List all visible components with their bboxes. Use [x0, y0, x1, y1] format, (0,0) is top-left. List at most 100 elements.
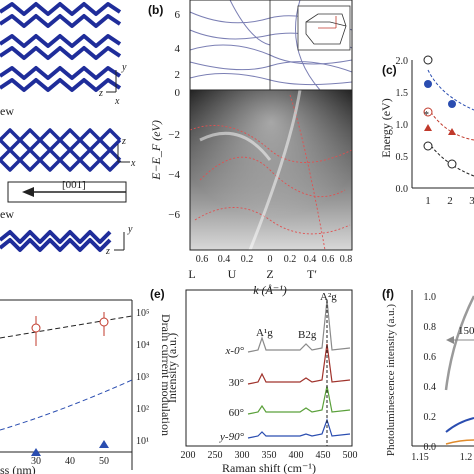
svg-text:2: 2 [175, 69, 181, 81]
svg-text:6: 6 [175, 9, 181, 21]
svg-text:0.6: 0.6 [322, 254, 335, 265]
svg-text:*: * [424, 110, 429, 121]
pl-mid [445, 417, 474, 433]
svg-text:10⁵: 10⁵ [136, 308, 150, 319]
direction-arrow [7, 181, 127, 203]
svg-text:0.8: 0.8 [340, 254, 353, 265]
panel-d-markers [31, 312, 109, 456]
svg-text:1.0: 1.0 [424, 292, 437, 303]
svg-text:300: 300 [235, 450, 250, 461]
panel-d-right-ticks: 10⁵ 10⁴ 10³ 10² 10¹ [136, 308, 150, 447]
svg-text:10²: 10² [136, 404, 149, 415]
axis-triad-1 [106, 70, 117, 93]
svg-text:200: 200 [181, 450, 196, 461]
svg-text:3: 3 [469, 195, 474, 207]
svg-text:0.0: 0.0 [424, 442, 437, 453]
svg-text:2.0: 2.0 [396, 56, 409, 67]
panel-f-xticks: 1.15 1.2 [411, 452, 472, 463]
panel-e-label: (e) [150, 287, 165, 301]
arpes-bright-bands [199, 89, 302, 251]
svg-text:1.5: 1.5 [396, 88, 409, 99]
svg-text:1.2: 1.2 [460, 452, 473, 463]
panel-d-right-ylabel: Drain current modulation [159, 314, 173, 436]
svg-text:4: 4 [175, 43, 181, 55]
spectrum-60 [247, 385, 351, 415]
peak-b2g: B2g [298, 329, 317, 341]
panel-f-yticks: 1.0 0.8 0.6 0.4 0.2 0.0 [424, 292, 437, 453]
svg-text:0: 0 [268, 254, 273, 265]
svg-text:1: 1 [425, 195, 431, 207]
svg-text:0.2: 0.2 [241, 254, 254, 265]
panel-f: (f) Photoluminescence intensity (a.u.) 1… [382, 287, 474, 463]
raman-spectra [247, 299, 351, 439]
brillouin-zone-inset [297, 5, 351, 51]
mobility-fit [0, 379, 133, 431]
spectrum-0 [247, 299, 351, 353]
svg-text:1.15: 1.15 [411, 452, 429, 463]
pl-thick [444, 295, 474, 391]
direction-label: [001] [62, 179, 86, 191]
panel-c-markers: * [423, 55, 457, 169]
svg-text:0.8: 0.8 [424, 322, 437, 333]
svg-text:60°: 60° [229, 407, 244, 419]
panel-e-ylabel: Intensity (a.u.) [165, 333, 179, 403]
svg-text:450: 450 [316, 450, 331, 461]
svg-text:10⁴: 10⁴ [136, 340, 150, 351]
panel-c-xticks: 1 2 3 [425, 195, 474, 207]
svg-text:30°: 30° [229, 377, 244, 389]
panel-e: (e) Intensity (a.u.) 200 250 300 350 400… [150, 287, 358, 474]
axis-y-label-3: y [127, 224, 133, 235]
svg-text:350: 350 [262, 450, 277, 461]
panel-f-ylabel: Photoluminescence intensity (a.u.) [385, 304, 397, 456]
svg-text:−4: −4 [168, 169, 180, 181]
panel-c-yticks: 2.0 1.5 1.0 0.5 0.0 [396, 56, 409, 195]
panel-b: (b) [148, 0, 353, 297]
svg-text:1.0: 1.0 [396, 120, 409, 131]
panel-b-yticks: 6 4 2 0 −2 −4 −6 [168, 9, 180, 221]
svg-text:10³: 10³ [136, 372, 149, 383]
panel-e-frame [185, 289, 353, 447]
peak-a2g: A²g [320, 291, 337, 303]
panel-f-label: (f) [382, 287, 394, 301]
axis-z-label: z [98, 88, 103, 99]
panel-d-xlabel: ss (nm) [0, 463, 36, 474]
spectrum-90 [247, 418, 351, 439]
view-label-top: ew [0, 104, 14, 118]
panel-e-xticks: 200 250 300 350 400 450 500 [181, 450, 358, 461]
panel-b-ylabel: E−E_F (eV) [149, 120, 163, 181]
svg-text:10¹: 10¹ [136, 436, 149, 447]
axis-x-label-2: x [130, 158, 136, 169]
svg-text:x-0°: x-0° [225, 345, 245, 357]
panel-b-label: (b) [148, 3, 163, 17]
svg-text:y-90°: y-90° [219, 431, 245, 443]
svg-text:50: 50 [99, 456, 109, 467]
svg-text:40: 40 [65, 456, 75, 467]
crystal-top-view [0, 128, 122, 172]
svg-text:0.6: 0.6 [196, 254, 209, 265]
svg-text:400: 400 [289, 450, 304, 461]
pl-thin [445, 439, 474, 445]
pl-annotation: 150 [458, 325, 474, 337]
svg-text:0.5: 0.5 [396, 152, 409, 163]
svg-text:−6: −6 [168, 209, 180, 221]
crystal-front-view [0, 230, 112, 252]
svg-text:0: 0 [175, 87, 181, 99]
svg-text:0.0: 0.0 [396, 184, 409, 195]
svg-text:0.6: 0.6 [424, 352, 437, 363]
axis-triad-3 [114, 232, 125, 251]
panel-e-xlabel: Raman shift (cm⁻¹) [222, 461, 316, 474]
panel-c-ylabel: Energy (eV) [379, 98, 393, 157]
panel-c: (c) 2.0 1.5 1.0 0.5 0.0 Energy (eV) 1 2 … [379, 55, 474, 207]
svg-text:250: 250 [208, 450, 223, 461]
svg-text:0.4: 0.4 [304, 254, 317, 265]
axis-z-label-2: z [121, 136, 126, 147]
peak-a1g: A¹g [256, 327, 273, 339]
panel-b-xticks: 0.6 0.4 0.2 0 0.2 0.4 0.6 0.8 [196, 254, 353, 265]
crystal-side-view [0, 2, 122, 92]
panel-b-frame [189, 0, 353, 251]
svg-text:−2: −2 [168, 129, 180, 141]
svg-text:30: 30 [31, 456, 41, 467]
panel-a: y z x ew z x [001] ew y [0, 2, 136, 257]
svg-text:2: 2 [447, 195, 453, 207]
